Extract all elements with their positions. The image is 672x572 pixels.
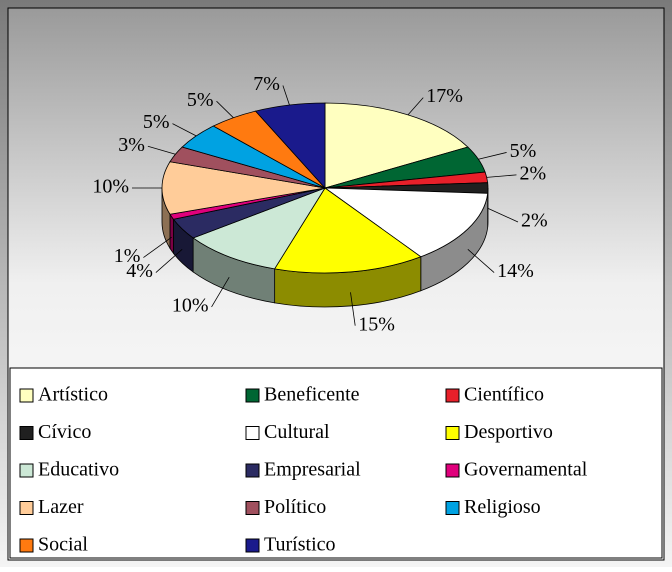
legend-swatch (446, 464, 459, 477)
data-label: 10% (172, 295, 209, 317)
legend-label: Educativo (38, 459, 119, 481)
legend-swatch (246, 502, 259, 515)
legend-swatch (20, 464, 33, 477)
legend-label: Governamental (464, 459, 588, 481)
data-label: 17% (426, 85, 463, 107)
legend-swatch (446, 427, 459, 440)
legend-label: Cívico (38, 421, 91, 443)
legend-label: Político (264, 496, 326, 518)
data-label: 2% (521, 210, 548, 232)
legend-swatch (246, 464, 259, 477)
data-label: 3% (118, 134, 145, 156)
legend-label: Religioso (464, 496, 541, 518)
data-label: 2% (519, 162, 546, 184)
data-label: 1% (114, 245, 141, 267)
legend-label: Beneficente (264, 384, 360, 406)
legend-swatch (246, 427, 259, 440)
data-label: 5% (510, 140, 537, 162)
legend-label: Empresarial (264, 459, 361, 481)
legend-swatch (446, 389, 459, 402)
data-label: 5% (187, 89, 214, 111)
data-label: 10% (92, 176, 129, 198)
legend-swatch (446, 502, 459, 515)
legend-swatch (20, 389, 33, 402)
legend-label: Artístico (38, 384, 108, 406)
legend-label: Científico (464, 384, 544, 406)
data-label: 7% (253, 73, 280, 95)
legend-label: Social (38, 534, 88, 556)
legend-label: Cultural (264, 421, 330, 443)
legend-swatch (20, 427, 33, 440)
data-label: 5% (143, 111, 170, 133)
legend-label: Turístico (264, 534, 336, 556)
data-label: 14% (497, 260, 534, 282)
slice-side (170, 214, 173, 253)
legend-label: Lazer (38, 496, 84, 518)
legend-swatch (246, 539, 259, 552)
legend-label: Desportivo (464, 421, 553, 443)
legend-swatch (20, 539, 33, 552)
data-label: 15% (358, 313, 395, 335)
legend-swatch (246, 389, 259, 402)
legend-swatch (20, 502, 33, 515)
